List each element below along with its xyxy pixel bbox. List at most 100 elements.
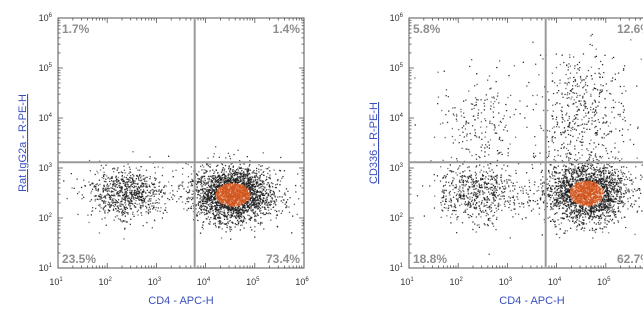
event-dot [104, 205, 106, 207]
event-dot [127, 186, 130, 189]
event-dot [618, 188, 621, 190]
event-dot [611, 186, 614, 188]
event-dot [269, 186, 271, 189]
event-dot [181, 173, 184, 175]
event-dot [611, 220, 613, 222]
event-dot [547, 217, 549, 219]
event-dot [192, 219, 195, 221]
event-dot [243, 211, 245, 213]
event-dot [235, 201, 237, 204]
event-dot [215, 218, 217, 220]
event-dot [222, 190, 224, 192]
event-dot [554, 224, 556, 226]
event-dot [232, 181, 235, 183]
event-dot [250, 217, 252, 219]
event-dot [561, 184, 563, 186]
event-dot [586, 177, 588, 179]
event-dot [604, 169, 606, 172]
event-dot [117, 209, 119, 212]
event-dot [247, 199, 250, 201]
event-dot [249, 219, 251, 221]
event-dot [132, 183, 134, 185]
event-dot [624, 178, 626, 181]
event-dot [201, 164, 204, 166]
event-dot [249, 164, 251, 166]
event-dot [225, 216, 227, 218]
event-dot [102, 167, 105, 169]
event-dot [114, 216, 117, 218]
event-dot [536, 203, 538, 205]
event-dot [213, 190, 216, 192]
event-dot [219, 207, 221, 209]
event-dot [207, 190, 209, 192]
event-dot [196, 214, 198, 216]
event-dot [249, 169, 251, 171]
event-dot [267, 172, 269, 175]
event-dot [605, 212, 608, 214]
event-dot [119, 218, 121, 221]
event-dot [219, 208, 221, 210]
event-dot [280, 200, 282, 202]
event-dot [178, 198, 180, 200]
event-dot [236, 213, 238, 215]
event-dot [252, 193, 254, 196]
event-dot [262, 212, 264, 214]
event-dot [225, 177, 227, 180]
event-dot [558, 178, 560, 180]
event-dot [603, 166, 605, 168]
event-dot [575, 169, 577, 171]
event-dot [228, 204, 230, 206]
event-dot [622, 175, 624, 177]
event-dot [106, 183, 109, 185]
event-dot [210, 191, 212, 194]
event-dot [244, 175, 246, 177]
event-dot [549, 216, 551, 218]
event-dot [554, 171, 556, 174]
event-dot [622, 205, 624, 207]
event-dot [593, 205, 595, 208]
event-dot [97, 204, 100, 206]
event-dot [135, 185, 137, 188]
event-dot [233, 204, 236, 206]
event-dot [125, 198, 127, 200]
event-dot [136, 194, 138, 196]
event-dot [261, 201, 263, 203]
event-dot [144, 177, 146, 179]
event-dot [217, 211, 220, 213]
event-dot [128, 178, 130, 180]
event-dot [206, 203, 208, 205]
event-dot [220, 203, 222, 205]
y-tick-label: 102 [39, 213, 53, 223]
event-dot [246, 203, 248, 205]
event-dot [226, 217, 228, 219]
event-dot [242, 189, 244, 192]
plot-frame [57, 17, 305, 269]
event-dot [219, 181, 221, 183]
event-dot [609, 181, 611, 183]
event-dot [246, 183, 248, 185]
event-dot [564, 185, 566, 187]
event-dot [123, 196, 126, 199]
event-dot [230, 186, 232, 188]
event-dot [572, 188, 575, 190]
event-dot [249, 173, 251, 176]
event-dot [225, 194, 227, 196]
event-dot [598, 210, 601, 212]
event-dot [125, 184, 127, 186]
event-dot [218, 156, 220, 158]
event-dot [251, 186, 253, 188]
event-dot [217, 197, 219, 199]
event-dot [252, 212, 254, 214]
event-dot [113, 193, 115, 195]
event-dot [225, 175, 227, 177]
event-dot [595, 223, 597, 225]
event-dot [237, 212, 239, 214]
event-dot [222, 173, 224, 176]
event-dot [240, 176, 242, 178]
event-dot [186, 197, 188, 200]
event-dot [247, 192, 250, 194]
event-dot [207, 157, 209, 159]
event-dot [209, 175, 211, 177]
event-dot [154, 209, 157, 211]
event-dot [233, 187, 235, 189]
